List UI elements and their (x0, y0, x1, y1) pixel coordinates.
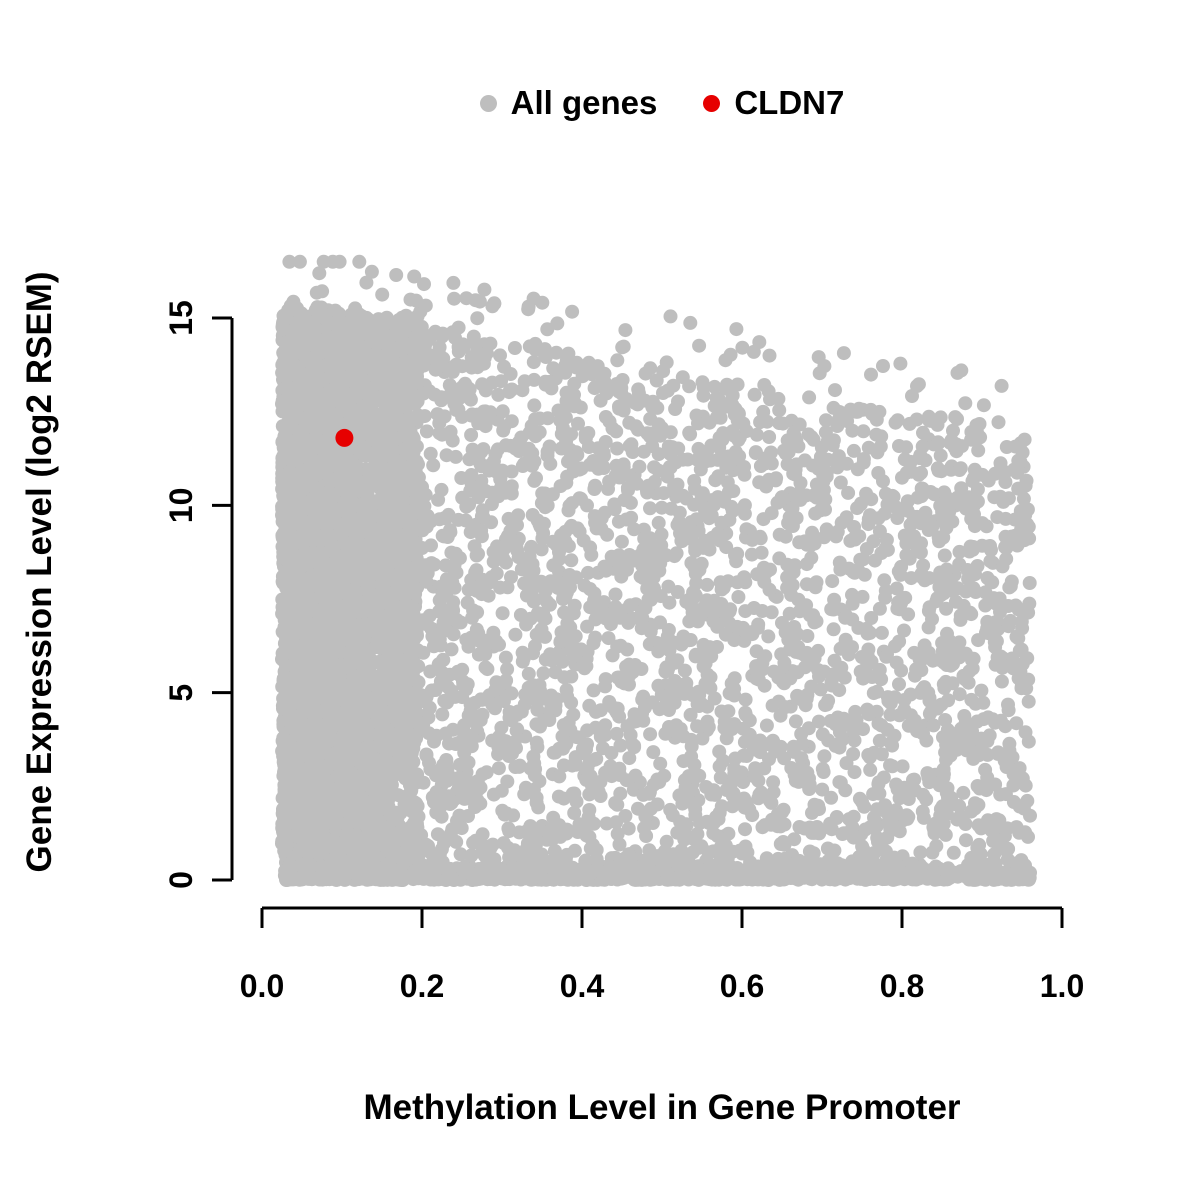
series-all-genes (275, 254, 1037, 887)
y-axis (212, 316, 234, 882)
y-axis-label: Gene Expression Level (log2 RSEM) (20, 271, 59, 873)
cldn7-point (335, 428, 354, 447)
x-axis-label: Methylation Level in Gene Promoter (363, 1088, 961, 1127)
cldn7-marker-icon (703, 94, 721, 112)
series-cldn7 (335, 428, 354, 447)
legend-label-all-genes: All genes (510, 84, 658, 121)
legend-label-cldn7: CLDN7 (734, 84, 845, 121)
legend: All genes CLDN7 (262, 84, 1062, 122)
all-genes-marker-icon (479, 94, 497, 112)
legend-item-cldn7: CLDN7 (703, 84, 844, 122)
legend-item-all-genes: All genes (479, 84, 658, 122)
x-tick-labels: 0.0 0.2 0.4 0.6 0.8 1.0 (240, 968, 1084, 1004)
x-axis (260, 906, 1064, 928)
